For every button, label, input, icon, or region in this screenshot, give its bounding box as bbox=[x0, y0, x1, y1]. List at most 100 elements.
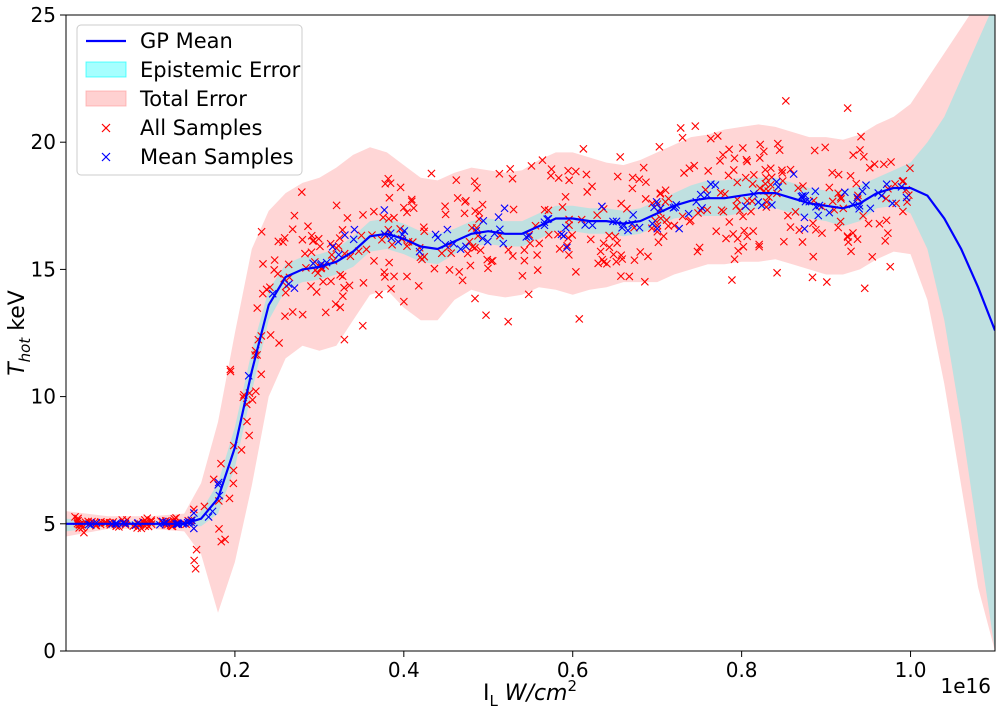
all-samples-marker bbox=[579, 144, 588, 153]
all-samples-marker bbox=[575, 314, 584, 323]
x-tick-label: 1.0 bbox=[895, 658, 927, 682]
all-samples-marker bbox=[571, 167, 580, 176]
all-samples-marker bbox=[79, 528, 88, 537]
all-samples-marker bbox=[332, 201, 341, 210]
all-samples-marker bbox=[564, 166, 573, 175]
all-samples-marker bbox=[484, 264, 492, 273]
all-samples-marker bbox=[727, 276, 736, 285]
all-samples-marker bbox=[791, 207, 800, 216]
all-samples-marker bbox=[221, 535, 230, 544]
all-samples-marker bbox=[599, 258, 608, 267]
all-samples-marker bbox=[453, 194, 462, 203]
all-samples-marker bbox=[821, 143, 830, 152]
mean-samples-marker bbox=[754, 198, 763, 207]
all-samples-marker bbox=[825, 183, 834, 192]
all-samples-marker bbox=[189, 505, 198, 514]
all-samples-marker bbox=[298, 235, 307, 244]
all-samples-marker bbox=[635, 175, 644, 184]
all-samples-marker bbox=[508, 174, 517, 183]
all-samples-marker bbox=[215, 524, 223, 533]
all-samples-marker bbox=[414, 281, 423, 290]
all-samples-marker bbox=[732, 202, 741, 211]
mean-samples-marker bbox=[561, 223, 570, 232]
y-tick-label: 5 bbox=[43, 512, 56, 536]
all-samples-marker bbox=[868, 252, 877, 261]
all-samples-marker bbox=[467, 223, 476, 232]
all-samples-marker bbox=[388, 240, 397, 249]
all-samples-marker bbox=[811, 225, 820, 234]
all-samples-marker bbox=[564, 233, 573, 242]
all-samples-marker bbox=[495, 169, 504, 178]
all-samples-marker bbox=[468, 242, 477, 251]
mean-samples-marker bbox=[711, 181, 720, 190]
all-samples-marker bbox=[609, 250, 618, 259]
all-samples-marker bbox=[653, 227, 662, 236]
mean-samples-marker bbox=[840, 188, 849, 197]
all-samples-marker bbox=[860, 284, 869, 293]
all-samples-marker bbox=[191, 564, 200, 573]
all-samples-marker bbox=[327, 250, 336, 259]
all-samples-marker bbox=[381, 179, 390, 188]
mean-samples-marker bbox=[767, 201, 776, 210]
all-samples-marker bbox=[822, 278, 831, 287]
all-samples-marker bbox=[225, 494, 234, 503]
all-samples-marker bbox=[409, 204, 418, 213]
x-tick-label: 0.6 bbox=[557, 658, 589, 682]
all-samples-marker bbox=[461, 196, 470, 205]
all-samples-marker bbox=[357, 231, 366, 240]
mean-samples-marker bbox=[798, 192, 807, 200]
all-samples-marker bbox=[798, 238, 807, 247]
all-samples-marker bbox=[370, 256, 378, 265]
all-samples-marker bbox=[307, 231, 316, 240]
all-samples-marker bbox=[544, 230, 553, 239]
all-samples-marker bbox=[882, 216, 891, 225]
all-samples-marker bbox=[622, 204, 631, 213]
all-samples-marker bbox=[695, 243, 704, 252]
all-samples-marker bbox=[385, 193, 394, 202]
legend-all-samples-label: All Samples bbox=[140, 116, 262, 140]
all-samples-marker bbox=[248, 395, 257, 404]
all-samples-marker bbox=[605, 243, 614, 252]
all-samples-marker bbox=[407, 197, 416, 206]
all-samples-marker bbox=[844, 238, 853, 247]
all-samples-marker bbox=[488, 256, 497, 265]
all-samples-marker bbox=[742, 155, 751, 164]
all-samples-marker bbox=[741, 173, 750, 182]
all-samples-marker bbox=[678, 133, 687, 142]
all-samples-marker bbox=[773, 139, 782, 148]
all-samples-marker bbox=[761, 165, 770, 174]
mean-samples-marker bbox=[897, 182, 906, 191]
all-samples-marker bbox=[475, 208, 484, 217]
x-axis-title: IL W/cm2 bbox=[483, 677, 577, 710]
all-samples-marker bbox=[734, 246, 743, 255]
mean-samples-marker bbox=[684, 209, 693, 218]
all-samples-marker bbox=[612, 257, 621, 266]
all-samples-marker bbox=[396, 183, 405, 192]
all-samples-marker bbox=[385, 258, 394, 267]
all-samples-marker bbox=[518, 271, 527, 280]
all-samples-marker bbox=[504, 245, 513, 254]
all-samples-marker bbox=[387, 284, 396, 293]
all-samples-marker bbox=[875, 219, 884, 228]
mean-samples-marker bbox=[524, 232, 533, 241]
all-samples-marker bbox=[343, 213, 352, 222]
all-samples-marker bbox=[554, 173, 563, 182]
all-samples-marker bbox=[237, 445, 246, 454]
all-samples-marker bbox=[766, 164, 775, 173]
mean-samples-marker bbox=[204, 512, 213, 521]
mean-samples-marker bbox=[309, 259, 318, 268]
all-samples-marker bbox=[338, 225, 347, 234]
mean-samples-marker bbox=[500, 204, 509, 213]
mean-samples-marker bbox=[483, 237, 492, 246]
all-samples-marker bbox=[226, 365, 235, 374]
all-samples-marker bbox=[226, 367, 235, 376]
mean-samples-marker bbox=[888, 199, 897, 208]
all-samples-marker bbox=[654, 238, 663, 247]
mean-samples-marker bbox=[774, 182, 783, 191]
mean-samples-marker bbox=[461, 242, 470, 251]
all-samples-marker bbox=[680, 168, 689, 177]
all-samples-marker bbox=[640, 277, 649, 286]
all-samples-marker bbox=[229, 466, 238, 475]
all-samples-marker bbox=[617, 251, 626, 260]
